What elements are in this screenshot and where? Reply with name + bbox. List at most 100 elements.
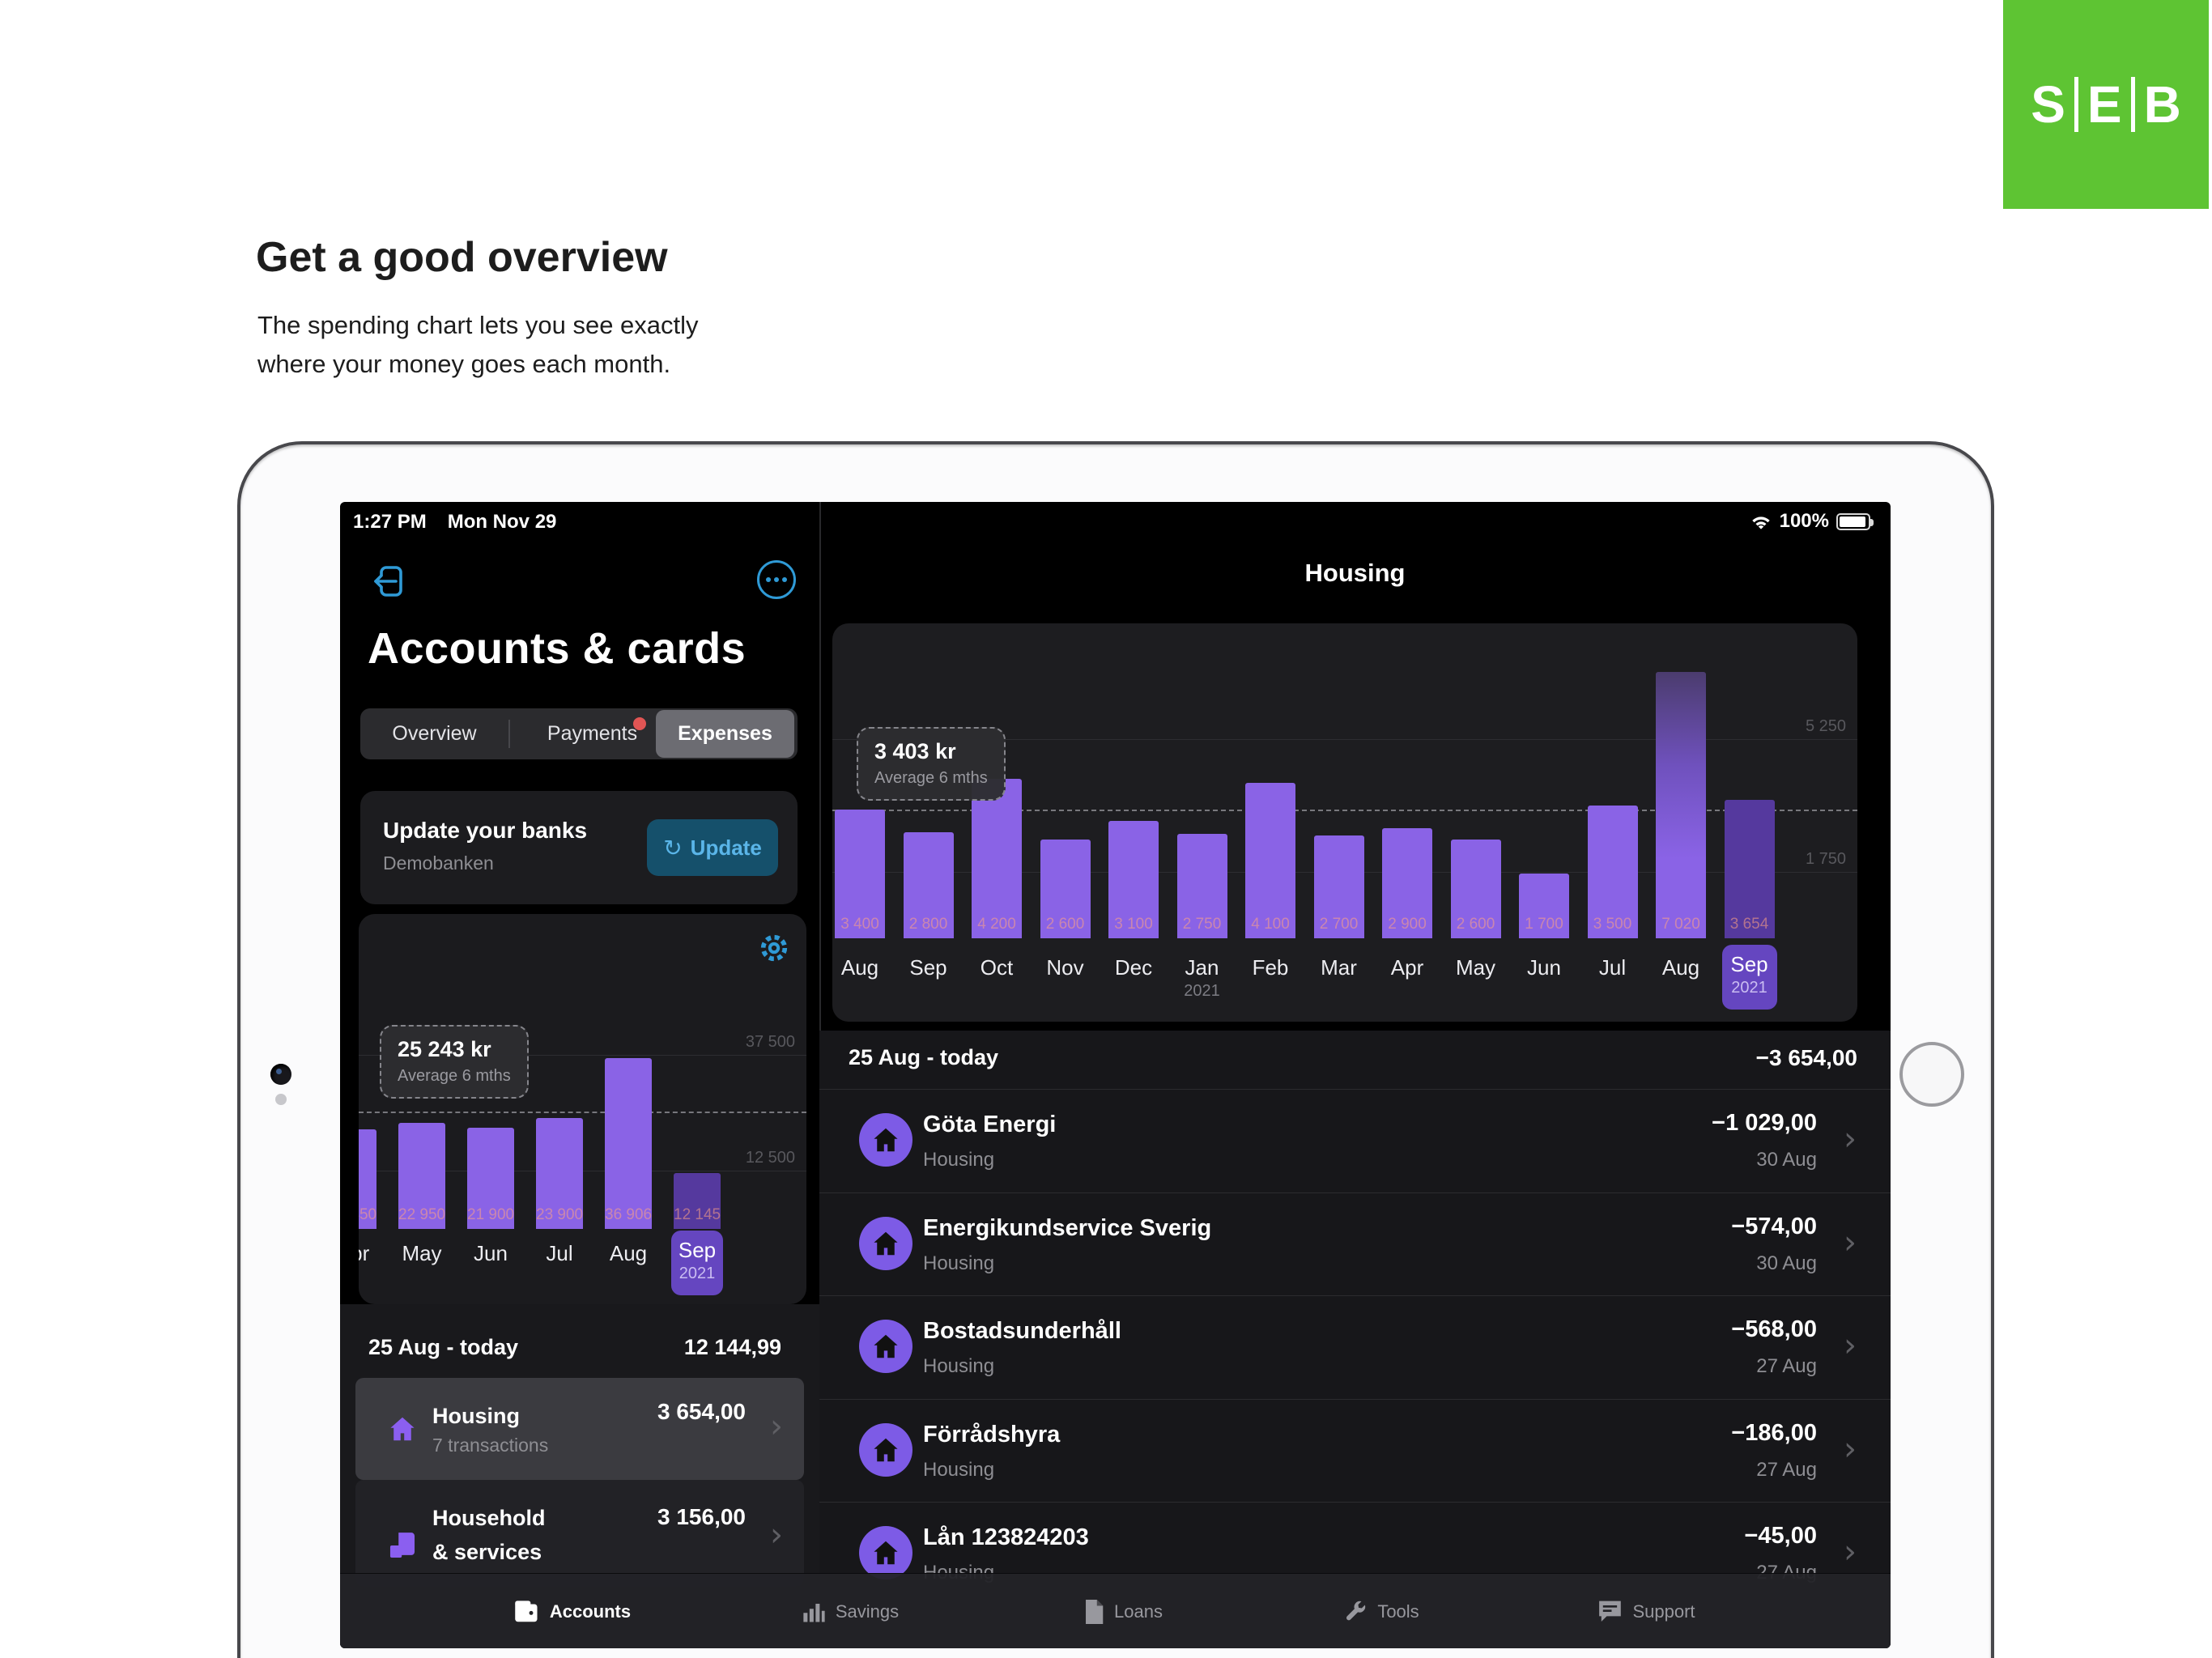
transaction-row[interactable]: Göta Energi Housing −1 029,00 30 Aug ›: [819, 1089, 1891, 1192]
chevron-right-icon: ›: [770, 1408, 783, 1445]
bar-jan-5[interactable]: [1176, 834, 1227, 938]
house-icon: [859, 1526, 912, 1579]
bar-may-9[interactable]: [1450, 840, 1501, 938]
bar-jul-3[interactable]: [536, 1118, 583, 1229]
tab-savings[interactable]: Savings: [802, 1574, 899, 1648]
seb-logo-letter: S: [2031, 75, 2065, 134]
tab-label: Support: [1632, 1601, 1695, 1622]
month-label-jul: Jul: [1598, 955, 1627, 980]
gridline-5250: [832, 739, 1857, 740]
tab-accounts[interactable]: Accounts: [513, 1574, 631, 1648]
tab-payments[interactable]: Payments: [547, 722, 638, 745]
chevron-right-icon: ›: [1844, 1327, 1857, 1364]
bar-apr-8[interactable]: [1382, 828, 1432, 938]
tab-expenses[interactable]: Expenses: [656, 710, 794, 758]
seb-logo-letter: B: [2143, 75, 2181, 134]
bar-sep-5[interactable]: [674, 1173, 721, 1229]
status-bar-left: 1:27 PM Mon Nov 29: [353, 511, 556, 534]
bar-value-label: 2 600: [1456, 916, 1495, 933]
bar-feb-6[interactable]: [1245, 783, 1295, 938]
wifi-icon: [1751, 516, 1770, 529]
detail-title: Housing: [1304, 559, 1406, 587]
transaction-name: Förrådshyra: [923, 1421, 1061, 1448]
seb-logo: S E B: [2003, 0, 2209, 209]
app-screen: 1:27 PM Mon Nov 29 100% Accounts & cards: [340, 502, 1891, 1648]
tab-loans[interactable]: Loans: [1083, 1574, 1163, 1648]
logout-button[interactable]: [369, 562, 406, 601]
transaction-date: 27 Aug: [1756, 1355, 1817, 1377]
average-tooltip: 25 243 kr Average 6 mths: [380, 1025, 529, 1099]
housing-detail-panel: Housing 5 250 1 750 3 400 Aug 2 800 Sep 4 200 O…: [819, 502, 1891, 1648]
bar-value-label: 3 400: [840, 916, 879, 933]
update-banks-title: Update your banks: [383, 818, 588, 843]
house-icon: [859, 1320, 912, 1373]
battery-percent: 100%: [1779, 510, 1829, 532]
bar-jun-10[interactable]: [1519, 874, 1569, 938]
house-icon: [859, 1422, 912, 1477]
category-row-housing[interactable]: Housing 7 transactions 3 654,00 ›: [355, 1378, 804, 1480]
bar-sep-13[interactable]: [1724, 800, 1775, 938]
gear-icon[interactable]: [758, 932, 790, 964]
tab-support[interactable]: Support: [1597, 1574, 1695, 1648]
bottom-tab-bar: Accounts Savings Loans Tools Support: [340, 1573, 1891, 1648]
bar-mar-7[interactable]: [1313, 835, 1364, 938]
bar-sep-1[interactable]: [903, 832, 954, 938]
month-label-may: May: [1455, 955, 1496, 980]
selected-month-chip[interactable]: Sep 2021: [1721, 945, 1777, 1010]
house-icon: [390, 1417, 415, 1441]
average-period-label: Average 6 mths: [398, 1067, 511, 1085]
transaction-amount: −574,00: [1731, 1213, 1817, 1239]
bar-value-label: 23 900: [536, 1206, 583, 1223]
transaction-row[interactable]: Energikundservice Sverig Housing −574,00 30…: [819, 1192, 1891, 1295]
transaction-date: 30 Aug: [1756, 1149, 1817, 1171]
month-label-aug: Aug: [840, 955, 879, 980]
tabs-segmented-control: Overview Payments Expenses: [360, 708, 798, 759]
more-options-button[interactable]: [757, 560, 796, 599]
category-row-household[interactable]: Household & services 3 156,00 ›: [355, 1480, 804, 1587]
transaction-category: Housing: [923, 1458, 995, 1481]
bar-jun-2[interactable]: [467, 1128, 514, 1229]
bar-jul-11[interactable]: [1587, 806, 1638, 938]
month-label-apr: Apr: [359, 1241, 370, 1265]
bar-value-label: 3 100: [1114, 916, 1153, 933]
bar-may-1[interactable]: [398, 1123, 445, 1229]
month-label-nov: Nov: [1046, 955, 1084, 980]
category-amount: 3 156,00: [657, 1504, 746, 1529]
seb-logo-letter: E: [2087, 75, 2122, 134]
bar-aug-0[interactable]: [835, 810, 885, 938]
tab-overview[interactable]: Overview: [392, 722, 477, 745]
logout-door: [380, 566, 402, 597]
category-name: Housing: [432, 1404, 520, 1428]
tools-icon: [1343, 1600, 1368, 1624]
bar-dec-4[interactable]: [1108, 821, 1159, 938]
month-label-may: May: [402, 1241, 442, 1265]
average-line: [832, 810, 1857, 811]
transaction-row[interactable]: Bostadsunderhåll Housing −568,00 27 Aug ›: [819, 1295, 1891, 1398]
bar-aug-12[interactable]: [1656, 672, 1706, 938]
month-label-aug: Aug: [1661, 955, 1700, 980]
selected-month-chip[interactable]: Sep 2021: [671, 1231, 723, 1295]
year-label: 2021: [1731, 979, 1767, 997]
update-button[interactable]: ↻ Update: [647, 819, 778, 876]
year-label: 2021: [1184, 982, 1220, 1000]
loans-icon: [1083, 1599, 1104, 1624]
update-banks-card: Update your banks Demobanken ↻ Update: [360, 791, 798, 904]
home-button[interactable]: [1899, 1042, 1964, 1107]
battery-icon: [1836, 512, 1874, 530]
average-period-label: Average 6 mths: [874, 769, 988, 787]
bar-apr-0[interactable]: [359, 1129, 376, 1229]
tab-tools[interactable]: Tools: [1343, 1574, 1419, 1648]
chevron-right-icon: ›: [1844, 1533, 1857, 1571]
summary-period: 25 Aug - today: [849, 1045, 999, 1069]
row-divider: [819, 1398, 1891, 1400]
bar-oct-2[interactable]: [972, 779, 1022, 938]
transaction-row[interactable]: Förrådshyra Housing −186,00 27 Aug ›: [819, 1399, 1891, 1502]
tab-label: Accounts: [549, 1601, 632, 1622]
page-subtitle: The spending chart lets you see exactly …: [257, 306, 699, 384]
bar-value-label: 2 750: [1182, 916, 1222, 933]
month-label-aug: Aug: [609, 1241, 648, 1265]
bar-nov-3[interactable]: [1040, 840, 1091, 938]
transaction-category: Housing: [923, 1252, 995, 1274]
page-subtitle-line: where your money goes each month.: [257, 350, 671, 378]
bar-aug-4[interactable]: [605, 1058, 652, 1229]
